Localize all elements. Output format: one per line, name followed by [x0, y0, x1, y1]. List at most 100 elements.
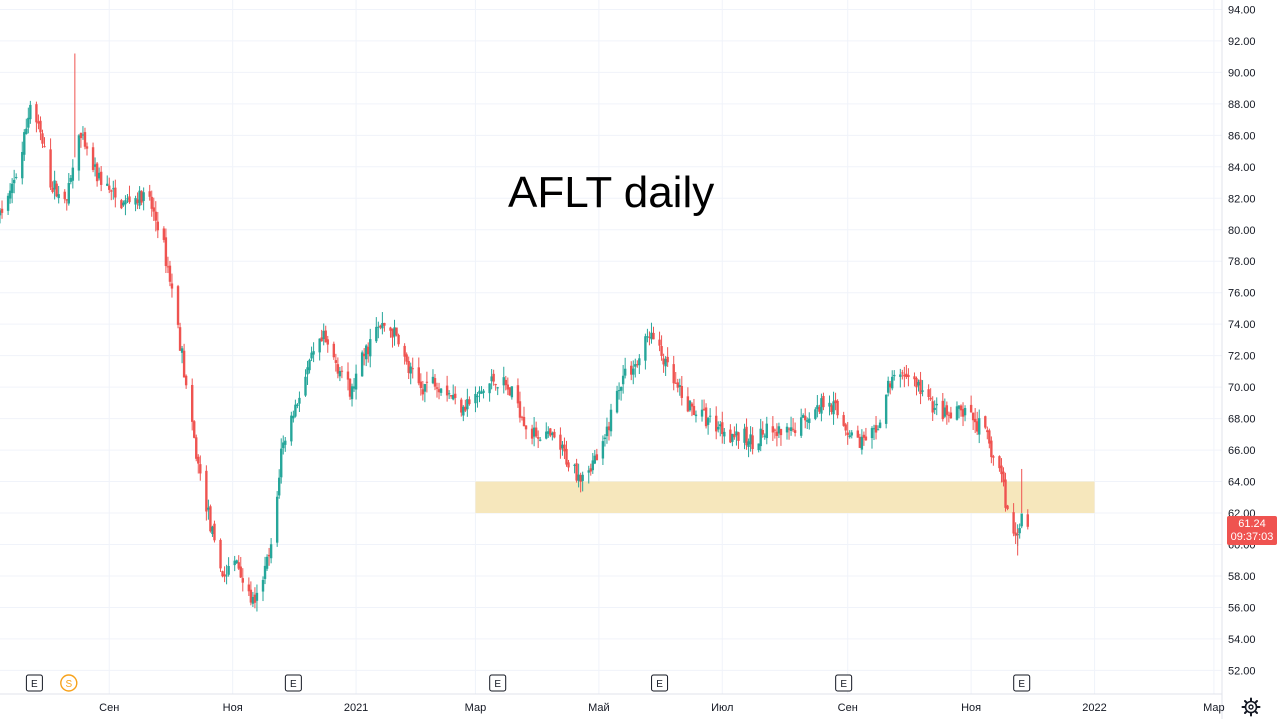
candle-body: [334, 360, 338, 363]
candle-body: [903, 374, 906, 377]
candle-body: [1020, 513, 1023, 527]
candle-body: [97, 172, 101, 179]
candle-body: [156, 221, 160, 231]
x-tick-label: Сен: [838, 702, 858, 714]
candle-body: [884, 394, 888, 424]
candle-body: [850, 432, 853, 436]
candle-body: [63, 191, 66, 200]
candle-body: [893, 374, 896, 377]
candle-body: [870, 428, 874, 439]
earnings-event-marker[interactable]: E: [25, 674, 43, 692]
candle-body: [988, 430, 991, 444]
candle-body: [209, 506, 212, 532]
candle-body: [975, 421, 979, 432]
candle-body: [433, 378, 437, 387]
candle-body: [57, 194, 60, 199]
split-event-marker[interactable]: S: [60, 674, 78, 692]
candle-body: [935, 403, 938, 406]
y-tick-label: 70.00: [1228, 382, 1256, 394]
y-tick-label: 68.00: [1228, 414, 1256, 426]
candle-body: [888, 383, 892, 388]
candle-body: [447, 393, 451, 395]
candle-body: [872, 428, 876, 430]
candle-body: [820, 398, 823, 414]
y-tick-label: 54.00: [1228, 634, 1256, 646]
candle-body: [729, 429, 732, 443]
candle-body: [765, 423, 768, 439]
candle-body: [704, 407, 708, 427]
candle-body: [81, 134, 85, 136]
y-tick-label: 52.00: [1228, 665, 1256, 677]
candle-body: [397, 334, 400, 345]
candle-body: [601, 441, 605, 459]
earnings-event-marker[interactable]: E: [651, 674, 669, 692]
candle-body: [816, 405, 819, 410]
candle-body: [494, 384, 497, 386]
candle-body: [901, 372, 904, 374]
candle-body: [674, 382, 677, 384]
candle-body: [106, 183, 109, 186]
y-tick-label: 72.00: [1228, 351, 1256, 363]
candle-body: [421, 389, 425, 395]
candle-body: [660, 346, 663, 356]
earnings-event-marker[interactable]: E: [489, 674, 507, 692]
candle-body: [830, 405, 833, 412]
candle-body: [832, 401, 835, 415]
candle-body: [672, 364, 675, 384]
event-letter: E: [494, 679, 501, 690]
candle-body: [553, 431, 556, 438]
candle-body: [454, 393, 457, 398]
candle-body: [225, 575, 228, 577]
candle-body: [237, 562, 240, 569]
earnings-event-marker[interactable]: E: [284, 674, 302, 692]
event-letter: S: [65, 679, 72, 690]
candle-body: [110, 190, 113, 192]
x-tick-label: Мар: [1203, 702, 1225, 714]
candle-body: [407, 361, 410, 373]
candle-body: [338, 371, 342, 377]
candle-body: [706, 417, 710, 425]
candle-body: [310, 352, 313, 359]
gear-icon[interactable]: [1241, 697, 1261, 717]
candle-body: [304, 376, 307, 396]
candle-body: [10, 183, 14, 194]
candle-body: [757, 443, 760, 451]
y-tick-label: 76.00: [1228, 288, 1256, 300]
candle-body: [856, 430, 860, 438]
earnings-event-marker[interactable]: E: [1013, 674, 1031, 692]
candle-body: [749, 434, 752, 445]
candle-body: [789, 427, 793, 431]
candle-body: [93, 164, 97, 167]
candle-body: [785, 426, 789, 433]
candle-body: [615, 390, 619, 413]
candle-body: [761, 429, 764, 435]
candle-body: [921, 390, 924, 392]
candle-body: [986, 430, 989, 433]
candle-body: [126, 198, 129, 200]
candle-body: [961, 409, 965, 417]
candle-body: [290, 415, 293, 442]
support-zone-layer: [475, 481, 1095, 514]
candle-body: [658, 339, 661, 346]
candle-body: [520, 416, 524, 418]
time-axis[interactable]: Сен Ноя 2021 Мар Май Июл Сен Ноя 2022 Мар: [99, 702, 1224, 714]
grid-lines: [0, 0, 1222, 694]
candle-body: [14, 176, 18, 178]
earnings-event-marker[interactable]: E: [835, 674, 853, 692]
candle-body: [306, 367, 309, 375]
candle-body: [227, 566, 230, 575]
price-axis[interactable]: 52.0054.0056.0058.0060.0062.0064.0066.00…: [1228, 4, 1256, 677]
candle-body: [990, 440, 993, 458]
candle-body: [702, 408, 706, 410]
candle-body: [29, 104, 32, 120]
x-tick-label: Сен: [99, 702, 119, 714]
candle-body: [516, 385, 520, 404]
candle-body: [992, 456, 995, 458]
candle-body: [949, 412, 953, 419]
x-tick-label: 2021: [344, 702, 368, 714]
candle-body: [496, 387, 499, 389]
candle-body: [634, 364, 637, 367]
candle-body: [451, 394, 455, 400]
candle-body: [814, 409, 817, 419]
